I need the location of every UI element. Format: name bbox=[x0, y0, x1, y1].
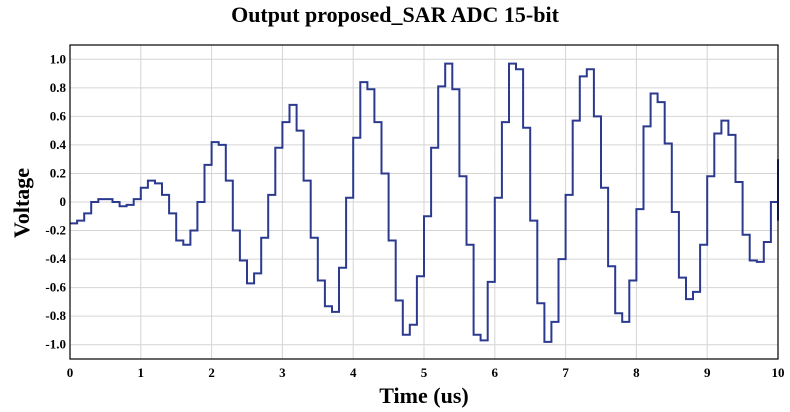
x-tick-label: 5 bbox=[421, 365, 428, 380]
y-tick-label: 0.6 bbox=[50, 108, 67, 123]
x-tick-label: 4 bbox=[350, 365, 357, 380]
tick-labels: 0 1 2 3 4 5 6 7 8 9 10 1.0 0.8 0.6 0.4 0.2 0 -0.2 -0.4 -0.6… bbox=[45, 51, 784, 380]
y-tick-label: -1.0 bbox=[45, 337, 66, 352]
y-tick-label: -0.2 bbox=[45, 223, 66, 238]
chart-title: Output proposed_SAR ADC 15-bit bbox=[231, 2, 559, 27]
y-tick-label: 0.8 bbox=[50, 80, 67, 95]
y-tick-label: -0.6 bbox=[45, 280, 66, 295]
y-tick-label: 0.2 bbox=[50, 165, 66, 180]
y-tick-label: 0 bbox=[60, 194, 67, 209]
x-tick-label: 6 bbox=[492, 365, 499, 380]
series-layer bbox=[70, 62, 779, 343]
x-tick-label: 0 bbox=[67, 365, 74, 380]
y-axis-label: Voltage bbox=[9, 167, 34, 239]
series-line bbox=[70, 62, 779, 343]
x-tick-label: 2 bbox=[208, 365, 215, 380]
x-tick-label: 1 bbox=[138, 365, 145, 380]
y-tick-label: 1.0 bbox=[50, 51, 66, 66]
x-tick-label: 10 bbox=[772, 365, 785, 380]
x-tick-label: 3 bbox=[279, 365, 286, 380]
plot-frame bbox=[69, 44, 779, 360]
x-axis-label: Time (us) bbox=[379, 383, 469, 408]
axis-frame bbox=[69, 44, 779, 360]
y-tick-label: -0.4 bbox=[45, 251, 66, 266]
y-tick-label: -0.8 bbox=[45, 308, 66, 323]
y-tick-label: 0.4 bbox=[50, 137, 67, 152]
x-tick-label: 9 bbox=[704, 365, 711, 380]
x-tick-label: 7 bbox=[562, 365, 569, 380]
x-tick-label: 8 bbox=[633, 365, 640, 380]
